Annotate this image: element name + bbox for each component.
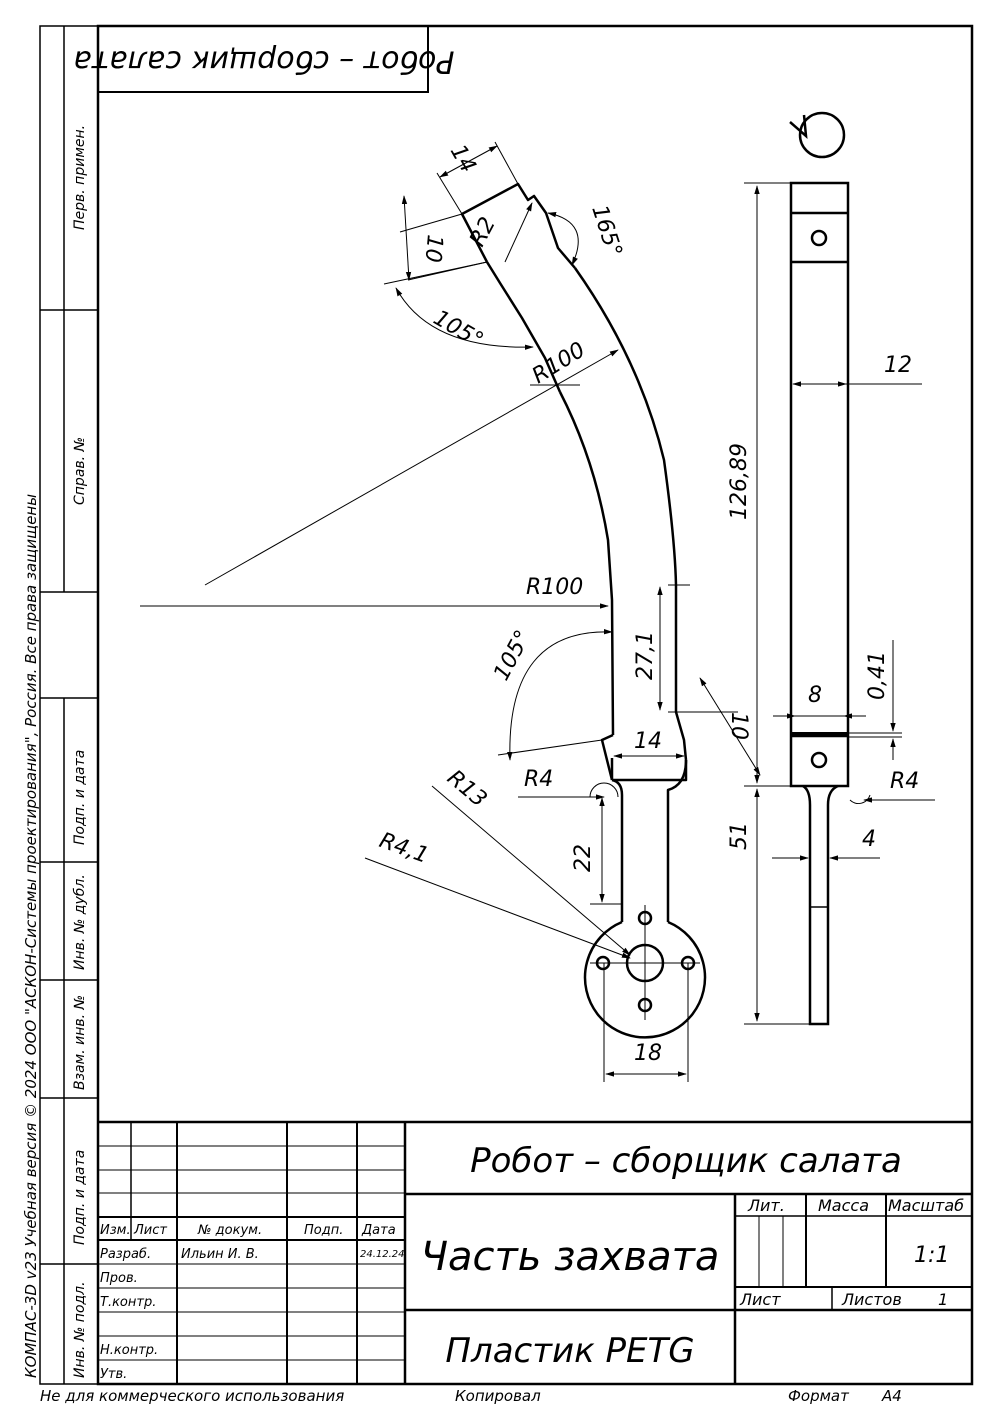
footer: Не для коммерческого использования Копир… (40, 1387, 902, 1405)
side-slot-fill (791, 732, 848, 737)
sheet-frame (39, 24, 974, 1386)
mirrored-title: Робот – сборщик салата (74, 44, 455, 79)
col-izm: Изм. (100, 1223, 131, 1238)
developer-name: Ильин И. В. (181, 1247, 259, 1262)
row-tkontr: Т.контр. (100, 1295, 156, 1310)
copyright-notice: КОМПАС-3D v23 Учебная версия © 2024 ООО … (22, 494, 40, 1378)
dim-tip-radius: R2 (465, 213, 501, 251)
sheets-label: Листов (841, 1290, 902, 1309)
dim-r4: R4 (524, 767, 553, 792)
scale-value: 1:1 (914, 1243, 949, 1268)
col-signature: Подп. (304, 1223, 343, 1238)
row-razrab: Разраб. (100, 1247, 151, 1262)
stamp-inv-no-dubl: Инв. № дубл. (72, 874, 88, 970)
material: Пластик PETG (445, 1331, 694, 1371)
part-front-view (460, 182, 707, 1039)
title-block-text: Робот – сборщик салата Часть захвата Пла… (100, 1141, 964, 1382)
developer-date: 24.12.24 (360, 1249, 405, 1260)
project-title: Робот – сборщик салата (470, 1141, 902, 1181)
part-side-view (789, 181, 850, 1026)
dim-len-27: 27,1 (633, 631, 658, 680)
sheets-count: 1 (938, 1290, 948, 1309)
dim-hub-width: 18 (634, 1041, 662, 1066)
mass-label: Масса (818, 1196, 869, 1215)
dim-angle-165: 165° (586, 202, 626, 260)
noncommercial-note: Не для коммерческого использования (40, 1387, 344, 1405)
stamp-perv-primen: Перв. примен. (72, 125, 88, 230)
dim-r41: R4,1 (376, 828, 432, 869)
lit-label: Лит. (747, 1196, 785, 1215)
stamp-vzam-inv-no: Взам. инв. № (72, 995, 88, 1090)
row-nkontr: Н.контр. (100, 1343, 158, 1358)
col-doc-no: № докум. (197, 1223, 262, 1238)
hub-center-lines (590, 905, 700, 1020)
format-value: A4 (881, 1387, 902, 1405)
dim-r100-mid: R100 (526, 575, 583, 600)
stamp-podp-data-1: Подп. и дата (72, 750, 88, 845)
col-list: Лист (133, 1223, 167, 1238)
part-name: Часть захвата (421, 1234, 720, 1280)
dim-side-r4: R4 (890, 769, 919, 794)
title-block (98, 1120, 972, 1384)
mirrored-title-box: Робот – сборщик салата (74, 25, 455, 93)
dim-neck-len: 22 (571, 844, 596, 872)
dim-angle-105-bottom: 105° (489, 626, 536, 685)
stamp-sprav-no: Справ. № (72, 437, 88, 505)
dim-side-width: 12 (884, 353, 912, 378)
dim-slot-gap: 0,41 (865, 651, 890, 700)
format-label: Формат (788, 1387, 850, 1405)
stamp-podp-data-2: Подп. и дата (72, 1150, 88, 1245)
left-stamp-labels: Перв. примен. Справ. № Подп. и дата Инв.… (22, 125, 88, 1378)
copied-label: Копировал (455, 1387, 541, 1405)
dim-side-10: 10 (726, 712, 751, 740)
rotation-symbol-icon (789, 111, 846, 159)
col-date: Дата (361, 1223, 396, 1238)
dim-side-thin: 4 (862, 827, 876, 852)
dimension-texts: 14 10 R2 165° 105° R100 R100 27,1 105° 1… (376, 141, 919, 1067)
dim-r13: R13 (442, 765, 491, 812)
dim-total-len: 126,89 (727, 443, 752, 520)
sheet-label: Лист (739, 1290, 781, 1309)
dim-neck-width: 14 (634, 729, 662, 754)
dim-slot-width: 8 (808, 683, 822, 708)
dim-tip-height: 10 (420, 233, 447, 263)
dim-angle-105-top: 105° (429, 306, 487, 354)
dimension-lines (140, 141, 935, 1082)
scale-label: Масштаб (888, 1196, 964, 1215)
stamp-inv-no-podl: Инв. № подл. (72, 1281, 88, 1378)
row-utv: Утв. (100, 1367, 127, 1382)
row-prov: Пров. (100, 1271, 138, 1286)
left-stamp-column (40, 26, 98, 1384)
dim-side-lower: 51 (727, 822, 752, 850)
